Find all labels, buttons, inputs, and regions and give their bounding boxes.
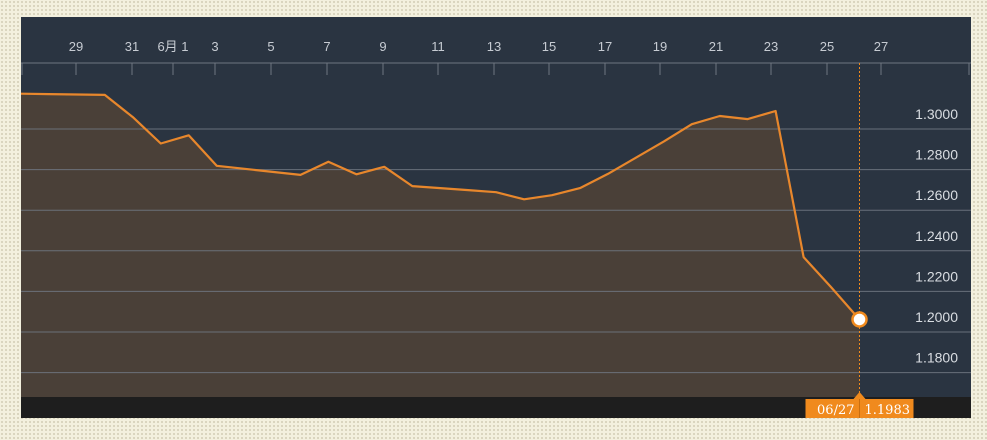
x-tick-label: 31: [125, 39, 139, 54]
x-tick-label: 25: [820, 39, 834, 54]
x-tick-label: 19: [653, 39, 667, 54]
x-tick-label: 29: [69, 39, 83, 54]
x-axis-band: [21, 397, 971, 418]
series-line: [21, 92, 861, 321]
area-fill: [21, 93, 860, 397]
x-tick-label: 15: [542, 39, 556, 54]
x-tick-label: 11: [431, 39, 445, 54]
x-tick-label: 9: [379, 39, 386, 54]
y-tick-label: 1.3000: [915, 106, 958, 122]
y-tick-label: 1.2400: [915, 228, 958, 244]
y-tick-label: 1.2000: [915, 309, 958, 325]
tooltip-value: 1.1983: [865, 403, 911, 418]
fx-chart[interactable]: 29 31 6月 1 3 5 7 9 11 13 15 17 19 21 23 25 27 1.3000 1.28…: [21, 17, 971, 418]
y-tick-label: 1.2200: [915, 268, 958, 284]
selected-point[interactable]: [851, 311, 868, 328]
x-tick-label: 13: [487, 39, 501, 54]
x-tick-label: 27: [874, 39, 888, 54]
x-tick-label: 23: [764, 39, 778, 54]
y-tick-label: 1.2600: [915, 187, 958, 203]
tooltip-date: 06/27: [817, 403, 854, 418]
y-tick-label: 1.2800: [915, 147, 958, 163]
chart-canvas[interactable]: 29 31 6月 1 3 5 7 9 11 13 15 17 19 21 23 25 27 1.3000 1.28…: [21, 17, 971, 418]
y-tick-label: 1.1800: [915, 350, 958, 366]
x-tick-label: 7: [323, 39, 330, 54]
x-tick-label: 21: [709, 39, 723, 54]
tooltip-pointer: [853, 392, 866, 399]
x-tick-label: 6月 1: [157, 39, 188, 54]
x-tick-label: 17: [598, 39, 612, 54]
x-tick-label: 3: [211, 39, 218, 54]
x-tick-label: 5: [267, 39, 274, 54]
